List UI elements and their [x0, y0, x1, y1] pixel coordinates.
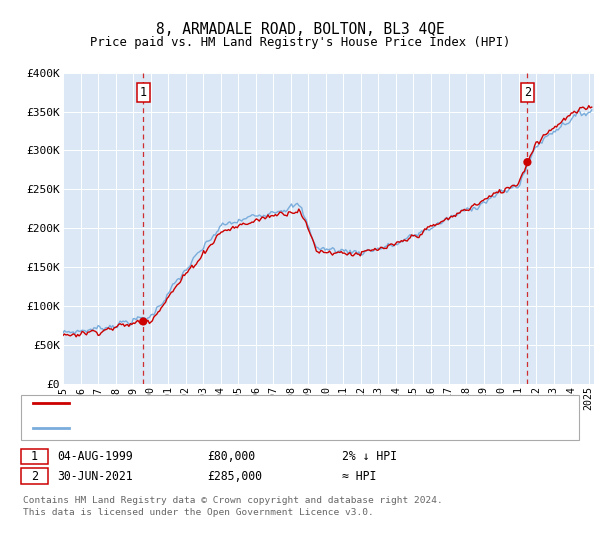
Text: This data is licensed under the Open Government Licence v3.0.: This data is licensed under the Open Gov… — [23, 508, 374, 517]
Text: Price paid vs. HM Land Registry's House Price Index (HPI): Price paid vs. HM Land Registry's House … — [90, 36, 510, 49]
Text: HPI: Average price, detached house, Bolton: HPI: Average price, detached house, Bolt… — [76, 423, 349, 433]
Text: £285,000: £285,000 — [207, 469, 262, 483]
Text: 8, ARMADALE ROAD, BOLTON, BL3 4QE (detached house): 8, ARMADALE ROAD, BOLTON, BL3 4QE (detac… — [76, 398, 401, 408]
Text: 30-JUN-2021: 30-JUN-2021 — [57, 469, 133, 483]
Text: Contains HM Land Registry data © Crown copyright and database right 2024.: Contains HM Land Registry data © Crown c… — [23, 496, 443, 505]
Text: 1: 1 — [140, 86, 147, 99]
Point — [139, 317, 148, 326]
Text: 2: 2 — [524, 86, 531, 99]
Text: 1: 1 — [31, 450, 38, 463]
Text: £80,000: £80,000 — [207, 450, 255, 463]
Text: 2% ↓ HPI: 2% ↓ HPI — [342, 450, 397, 463]
Text: 8, ARMADALE ROAD, BOLTON, BL3 4QE: 8, ARMADALE ROAD, BOLTON, BL3 4QE — [155, 22, 445, 38]
Text: 04-AUG-1999: 04-AUG-1999 — [57, 450, 133, 463]
Point — [523, 158, 532, 167]
Text: ≈ HPI: ≈ HPI — [342, 469, 376, 483]
Text: 2: 2 — [31, 469, 38, 483]
